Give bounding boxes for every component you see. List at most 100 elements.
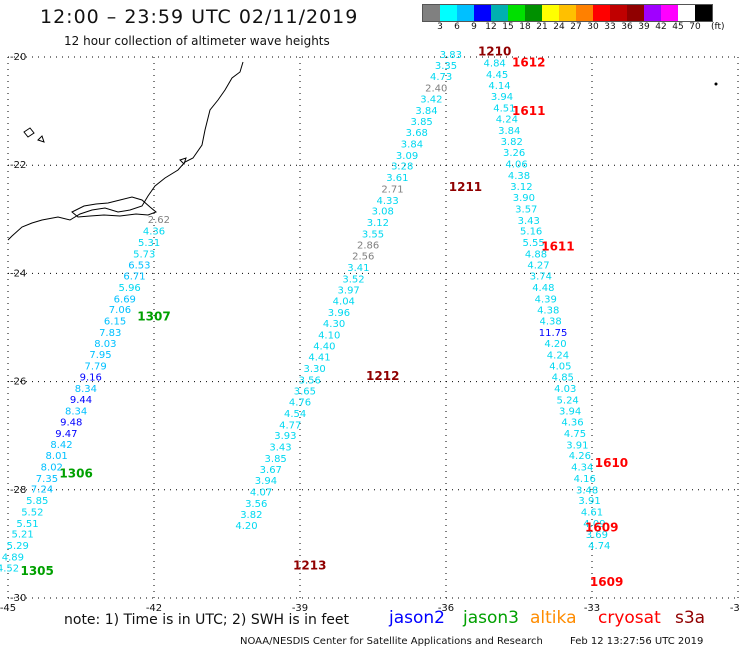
swh-value: 4.74 — [588, 541, 610, 552]
swh-value: 3.43 — [269, 443, 291, 454]
swh-value: 4.20 — [544, 339, 566, 350]
longitude-tick-label: -42 — [146, 603, 162, 614]
colorbar-label: 12 — [485, 22, 497, 32]
longitude-tick-label: -45 — [0, 603, 16, 614]
pass-time-label: 1610 — [595, 456, 628, 470]
swh-value: 4.76 — [289, 398, 311, 409]
colorbar-swatch — [559, 5, 576, 21]
swh-value: 5.96 — [119, 283, 141, 294]
generated-timestamp: Feb 12 13:27:56 UTC 2019 — [570, 636, 704, 647]
swh-value: 3.35 — [435, 61, 457, 72]
colorbar-swatch — [508, 5, 525, 21]
swh-value: 9.44 — [70, 395, 92, 406]
pass-time-label: 1211 — [449, 180, 482, 194]
swh-value: 2.56 — [352, 252, 374, 263]
swh-value: 3.55 — [362, 229, 384, 240]
swh-value: 7.83 — [99, 328, 121, 339]
swh-value: 8.34 — [75, 384, 97, 395]
swh-value: 3.28 — [391, 162, 413, 173]
colorbar-label: 6 — [454, 22, 460, 32]
swh-value: 4.24 — [496, 115, 518, 126]
swh-value: 4.52 — [0, 564, 19, 575]
swh-value: 4.73 — [430, 72, 452, 83]
swh-value: 3.83 — [440, 50, 462, 61]
swh-value: 4.88 — [525, 249, 547, 260]
swh-value: 3.57 — [515, 204, 537, 215]
swh-value: 4.26 — [569, 451, 591, 462]
swh-value: 4.89 — [2, 552, 24, 563]
swh-value: 4.85 — [552, 373, 574, 384]
map-title: 12:00 – 23:59 UTC 02/11/2019 — [40, 6, 359, 28]
swh-value: 4.30 — [323, 319, 345, 330]
legend-cryosat: cryosat — [598, 608, 661, 628]
swh-value: 3.94 — [559, 406, 581, 417]
swh-value: 3.41 — [347, 263, 369, 274]
swh-value: 3.56 — [245, 499, 267, 510]
longitude-tick-label: -30 — [730, 603, 740, 614]
swh-value: 3.65 — [294, 386, 316, 397]
longitude-tick-label: -36 — [438, 603, 454, 614]
pass-time-label: 1210 — [478, 45, 511, 59]
colorbar-swatch — [542, 5, 559, 21]
swh-value: 5.85 — [26, 496, 48, 507]
colorbar-swatch — [678, 5, 695, 21]
colorbar-swatch — [525, 5, 542, 21]
swh-value: 8.01 — [46, 451, 68, 462]
swh-value: 7.06 — [109, 305, 131, 316]
swh-value: 5.73 — [133, 249, 155, 260]
coastline — [7, 61, 718, 241]
colorbar-label: 70 — [689, 22, 701, 32]
swh-value: 6.15 — [104, 316, 126, 327]
axis-ticks: -20-22-24-26-28-30-45-42-39-36-33-30 — [0, 52, 740, 614]
colorbar — [422, 4, 713, 22]
swh-value: 2.40 — [425, 83, 447, 94]
swh-value: 3.12 — [510, 182, 532, 193]
pass-time-label: 1609 — [585, 521, 618, 535]
altimeter-tracks: 2.624.365.315.736.536.715.966.697.066.15… — [0, 45, 628, 589]
colorbar-label: 33 — [604, 22, 616, 32]
latitude-tick-label: -26 — [10, 377, 26, 388]
swh-value: 4.38 — [508, 171, 530, 182]
swh-value: 3.97 — [338, 286, 360, 297]
colorbar-swatch — [644, 5, 661, 21]
colorbar-swatch — [576, 5, 593, 21]
swh-value: 8.03 — [94, 339, 116, 350]
swh-value: 3.82 — [501, 137, 523, 148]
swh-value: 3.26 — [503, 148, 525, 159]
swh-value: 3.84 — [415, 106, 437, 117]
colorbar-swatch — [661, 5, 678, 21]
swh-value: 4.04 — [333, 296, 355, 307]
swh-value: 7.24 — [31, 485, 53, 496]
swh-value: 7.35 — [36, 474, 58, 485]
legend-s3a: s3a — [675, 608, 706, 628]
swh-value: 4.05 — [549, 361, 571, 372]
pass-time-label: 1611 — [512, 104, 545, 118]
swh-value: 4.06 — [505, 160, 527, 171]
swh-value: 4.09 — [583, 519, 605, 530]
swh-value: 9.16 — [80, 373, 102, 384]
swh-value: 2.62 — [148, 215, 170, 226]
swh-value: 3.91 — [566, 440, 588, 451]
swh-value: 6.53 — [128, 261, 150, 272]
track-cryosat: 4.844.454.143.944.514.243.843.823.264.06… — [484, 55, 629, 588]
swh-value: 3.61 — [386, 173, 408, 184]
swh-value: 4.41 — [308, 353, 330, 364]
colorbar-swatch — [491, 5, 508, 21]
colorbar-label: 30 — [587, 22, 599, 32]
colorbar-label: 3 — [437, 22, 443, 32]
swh-value: 7.95 — [89, 350, 111, 361]
swh-value: 5.29 — [7, 541, 29, 552]
swh-value: 3.30 — [303, 364, 325, 375]
colorbar-label: 24 — [553, 22, 565, 32]
colorbar-label: 36 — [621, 22, 633, 32]
latitude-tick-label: -24 — [10, 268, 26, 279]
colorbar-label: 39 — [638, 22, 650, 32]
latitude-tick-label: -20 — [10, 52, 26, 63]
swh-value: 5.52 — [21, 507, 43, 518]
pass-time-label: 1212 — [366, 369, 399, 383]
swh-value: 3.82 — [240, 510, 262, 521]
pass-time-label: 1609 — [590, 575, 623, 589]
pass-time-label: 1305 — [20, 564, 53, 578]
swh-value: 3.48 — [576, 485, 598, 496]
